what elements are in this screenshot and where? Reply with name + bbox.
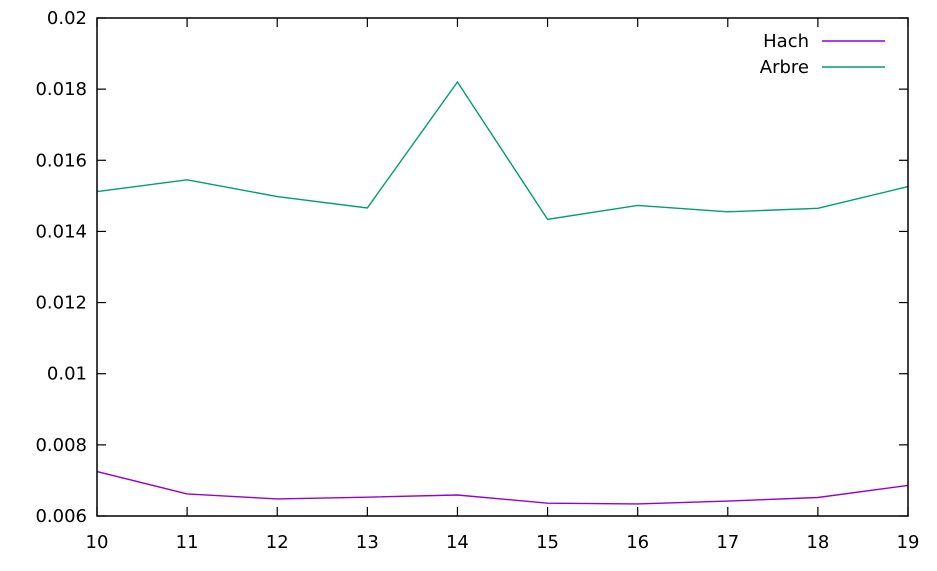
x-tick-label: 18 <box>806 532 829 553</box>
x-tick-label: 19 <box>897 532 920 553</box>
series-line-arbre <box>96 80 909 221</box>
x-tick-label: 11 <box>176 532 199 553</box>
y-tick-label: 0.016 <box>35 150 87 171</box>
x-tick-label: 14 <box>446 532 469 553</box>
legend-label-arbre: Arbre <box>760 57 809 78</box>
x-tick-label: 12 <box>266 532 289 553</box>
legend: Hach Arbre <box>760 31 885 78</box>
y-tick-label: 0.008 <box>35 435 87 456</box>
x-tick-label: 15 <box>536 532 559 553</box>
legend-label-hach: Hach <box>763 31 809 52</box>
series-line-hach <box>96 470 909 505</box>
x-tick-labels: 10 11 12 13 14 15 16 17 18 19 <box>86 532 920 553</box>
x-tick-label: 16 <box>626 532 649 553</box>
x-tick-label: 10 <box>86 532 109 553</box>
x-tick-label: 17 <box>716 532 739 553</box>
x-tick-label: 13 <box>356 532 379 553</box>
plot-frame <box>96 17 909 517</box>
y-tick-label: 0.012 <box>35 293 87 314</box>
y-tick-label: 0.02 <box>47 8 87 29</box>
y-tick-label: 0.006 <box>35 506 87 527</box>
axis-ticks <box>96 17 909 517</box>
y-tick-label: 0.018 <box>35 79 87 100</box>
y-tick-labels: 0.006 0.008 0.01 0.012 0.014 0.016 0.018 0.02 <box>35 8 87 527</box>
y-tick-label: 0.01 <box>47 364 87 385</box>
series-lines <box>96 80 909 505</box>
y-tick-label: 0.014 <box>35 221 87 242</box>
